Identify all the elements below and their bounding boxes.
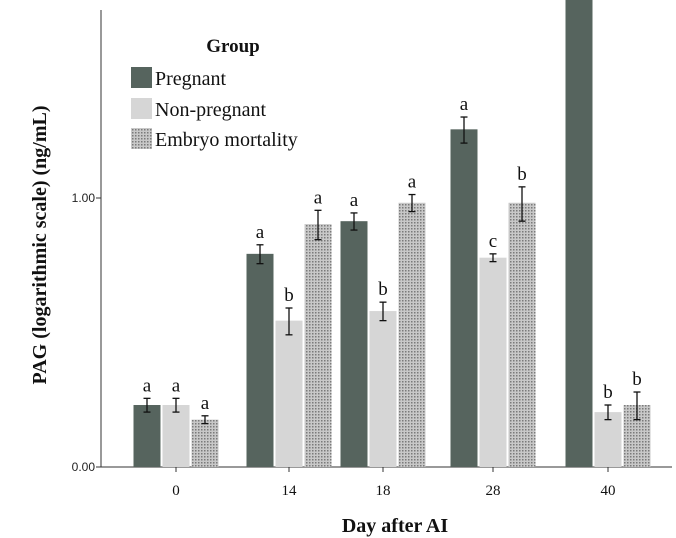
bar-non-pregnant xyxy=(275,320,303,467)
bar-non-pregnant xyxy=(594,412,622,467)
x-tick-label: 0 xyxy=(172,483,180,499)
bar-embryo-mortality xyxy=(508,202,536,467)
significance-label: b xyxy=(603,382,613,403)
legend: Group Pregnant Non-pregnant Embryo mortali… xyxy=(131,36,298,151)
plot-area: 0.001.0010.000aaa14aba18aba28acb40abb xyxy=(72,0,672,499)
bar-pregnant xyxy=(246,253,274,467)
bar-non-pregnant xyxy=(479,257,507,467)
significance-label: a xyxy=(408,172,417,193)
legend-label: Pregnant xyxy=(155,68,227,90)
bar-pregnant xyxy=(450,129,478,467)
legend-swatch xyxy=(131,67,152,88)
significance-label: b xyxy=(517,164,527,185)
significance-label: b xyxy=(632,369,642,390)
significance-label: b xyxy=(378,279,388,300)
y-axis-title: PAG (logarithmic scale) (ng/mL) xyxy=(29,105,51,384)
bar-embryo-mortality xyxy=(191,419,219,467)
significance-label: a xyxy=(201,393,210,414)
bar-pregnant xyxy=(133,405,161,467)
x-tick-label: 14 xyxy=(282,483,298,499)
significance-label: a xyxy=(143,375,152,396)
significance-label: b xyxy=(284,285,294,306)
legend-swatch xyxy=(131,98,152,119)
x-axis-title: Day after AI xyxy=(342,515,448,537)
bar-pregnant xyxy=(340,221,368,467)
significance-label: a xyxy=(350,190,359,211)
significance-label: a xyxy=(314,187,323,208)
bar-non-pregnant xyxy=(369,311,397,467)
x-tick-label: 40 xyxy=(601,483,616,499)
legend-title: Group xyxy=(206,36,260,57)
legend-swatch xyxy=(131,128,152,149)
legend-label: Non-pregnant xyxy=(155,99,267,121)
x-tick-label: 18 xyxy=(376,483,391,499)
x-tick-label: 28 xyxy=(486,483,501,499)
y-tick-label: 1.00 xyxy=(72,191,96,205)
legend-label: Embryo mortality xyxy=(155,129,298,151)
significance-label: a xyxy=(172,375,181,396)
significance-label: c xyxy=(489,231,497,252)
y-tick-label: 0.00 xyxy=(72,460,96,474)
significance-label: a xyxy=(460,94,469,115)
bar-embryo-mortality xyxy=(398,202,426,467)
bar-embryo-mortality xyxy=(304,224,332,467)
bar-non-pregnant xyxy=(162,405,190,467)
significance-label: a xyxy=(256,222,265,243)
bar-pregnant xyxy=(565,0,593,468)
